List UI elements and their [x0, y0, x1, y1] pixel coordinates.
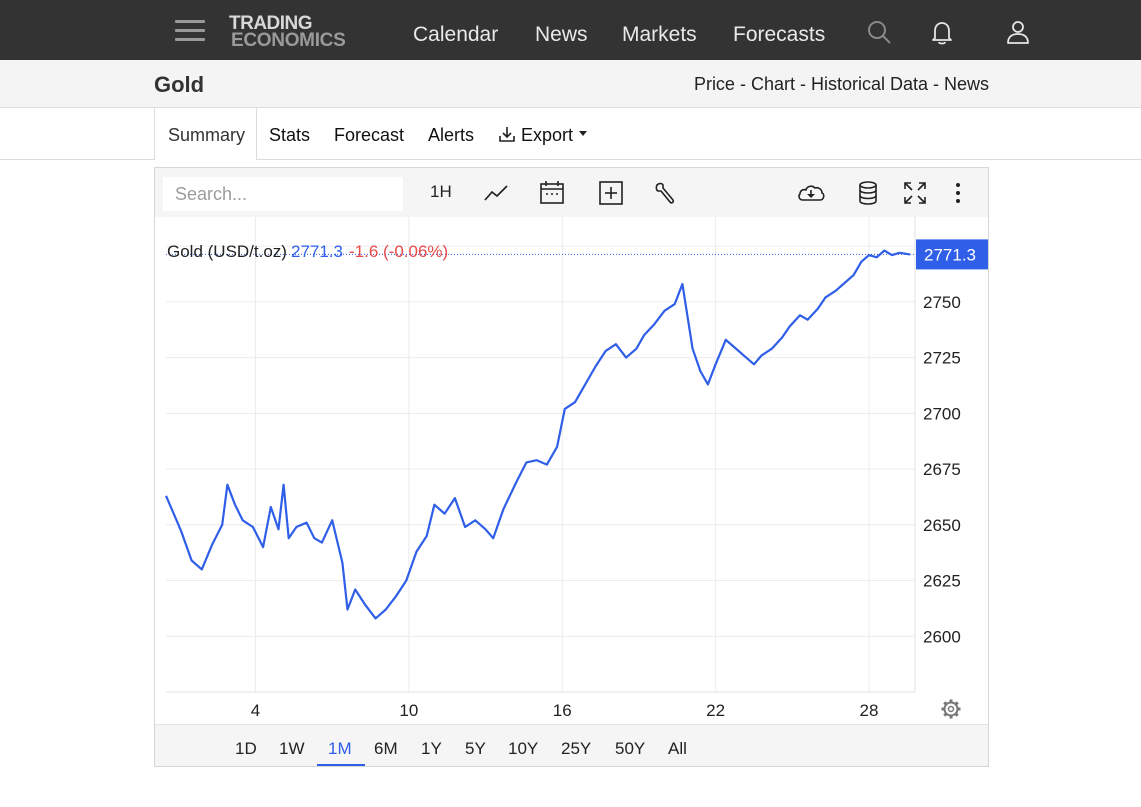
y-tick-label: 2725 — [923, 349, 961, 368]
top-navbar: TRADING ECONOMICS Calendar News Markets … — [0, 0, 1141, 60]
range-1w[interactable]: 1W — [279, 739, 305, 758]
y-tick-label: 2600 — [923, 627, 961, 646]
download-cloud-icon[interactable] — [796, 180, 826, 206]
page-subtitle-links[interactable]: Price - Chart - Historical Data - News — [693, 74, 989, 94]
x-tick-label: 28 — [860, 701, 879, 720]
y-tick-label: 2750 — [923, 293, 961, 312]
range-5y[interactable]: 5Y — [465, 739, 486, 758]
range-25y[interactable]: 25Y — [561, 739, 592, 758]
logo[interactable]: TRADING ECONOMICS — [229, 14, 374, 54]
caret-down-icon — [579, 131, 587, 136]
wrench-icon[interactable] — [653, 180, 679, 206]
y-tick-label: 2650 — [923, 516, 961, 535]
nav-forecasts-link[interactable]: Forecasts — [733, 23, 826, 46]
legend-price: 2771.3 — [290, 242, 343, 261]
chart-settings-icon[interactable] — [941, 699, 961, 719]
database-icon[interactable] — [855, 180, 881, 206]
tab-export-label: Export — [521, 125, 574, 145]
range-active-underline — [317, 764, 365, 766]
interval-button[interactable]: 1H — [430, 182, 452, 201]
range-50y[interactable]: 50Y — [615, 739, 646, 758]
tab-summary-label: Summary — [168, 125, 246, 145]
menu-icon[interactable] — [175, 20, 205, 42]
chart-widget: 1H — [154, 167, 989, 767]
range-selector: 1D 1W 1M 6M 1Y 5Y 10Y 25Y 50Y All — [155, 724, 988, 766]
chart-legend: Gold (USD/t.oz) 2771.3 -1.6 (-0.06%) — [167, 242, 448, 262]
legend-series-name: Gold (USD/t.oz) — [167, 242, 287, 261]
search-icon[interactable] — [865, 18, 893, 46]
logo-line-2: ECONOMICS — [231, 30, 346, 51]
x-tick-label: 16 — [553, 701, 572, 720]
price-chart[interactable]: 2600262526502675270027252750277541016222… — [155, 217, 988, 724]
range-all[interactable]: All — [668, 739, 687, 758]
nav-news-link[interactable]: News — [535, 23, 588, 46]
x-tick-label: 4 — [251, 701, 260, 720]
x-tick-label: 10 — [399, 701, 418, 720]
logo-line-1: TRADING — [229, 13, 313, 34]
tab-summary[interactable]: Summary — [154, 108, 257, 160]
last-price-tag — [916, 239, 988, 270]
legend-change: -1.6 (-0.06%) — [348, 242, 449, 261]
y-tick-label: 2700 — [923, 404, 961, 423]
add-compare-icon[interactable] — [598, 180, 624, 206]
tab-alerts[interactable]: Alerts — [428, 125, 475, 145]
y-tick-label: 2675 — [923, 460, 961, 479]
price-series-line — [164, 249, 911, 620]
range-1y[interactable]: 1Y — [421, 739, 442, 758]
tab-forecast[interactable]: Forecast — [334, 125, 405, 145]
line-chart-icon[interactable] — [483, 180, 509, 206]
y-tick-label: 2625 — [923, 572, 961, 591]
user-icon[interactable] — [1004, 18, 1032, 46]
section-tabs: Summary Stats Forecast Alerts Export — [0, 108, 1141, 160]
download-icon — [499, 127, 515, 142]
calendar-icon[interactable] — [539, 180, 565, 206]
range-6m[interactable]: 6M — [374, 739, 398, 758]
symbol-search-input[interactable] — [163, 177, 403, 211]
range-10y[interactable]: 10Y — [508, 739, 539, 758]
last-price-label: 2771.3 — [924, 245, 976, 264]
title-bar: Gold Price - Chart - Historical Data - N… — [0, 60, 1141, 108]
tab-stats[interactable]: Stats — [269, 125, 311, 145]
x-tick-label: 22 — [706, 701, 725, 720]
nav-calendar-link[interactable]: Calendar — [413, 23, 499, 46]
nav-markets-link[interactable]: Markets — [622, 23, 697, 46]
range-1m[interactable]: 1M — [328, 739, 352, 758]
more-icon[interactable] — [945, 180, 971, 206]
page-title: Gold — [154, 72, 205, 97]
range-1d[interactable]: 1D — [235, 739, 257, 758]
fullscreen-icon[interactable] — [902, 180, 928, 206]
chart-toolbar: 1H — [155, 168, 988, 217]
bell-icon[interactable] — [928, 18, 956, 46]
